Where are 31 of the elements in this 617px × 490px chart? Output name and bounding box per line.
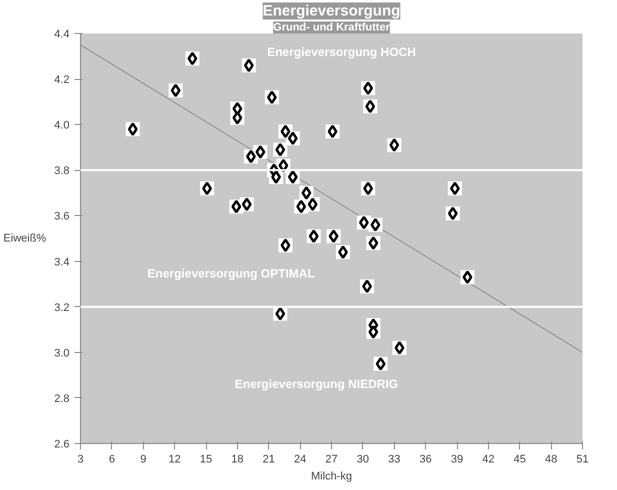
x-tick-label: 45 [514, 454, 526, 466]
y-tick-label: 2.6 [54, 438, 70, 450]
y-tick-label: 4.0 [54, 120, 70, 132]
x-tick-label: 27 [325, 454, 338, 466]
y-tick-label: 3.2 [54, 302, 70, 314]
x-tick-label: 33 [388, 454, 400, 466]
x-tick-label: 18 [231, 454, 244, 466]
x-tick-label: 3 [77, 454, 84, 466]
y-tick-label: 3.6 [54, 210, 70, 223]
x-tick-label: 21 [262, 454, 275, 466]
y-tick-label: 3.0 [54, 347, 70, 360]
y-axis-title: Eiweiß% [3, 232, 46, 244]
x-axis-title: Milch-kg [311, 470, 352, 482]
x-tick-label: 15 [200, 454, 212, 466]
x-tick-label: 6 [108, 454, 115, 466]
y-tick-label: 4.2 [54, 74, 70, 86]
x-tick-label: 24 [294, 454, 306, 466]
x-tick-label: 36 [420, 454, 432, 466]
y-tick-label: 4.4 [54, 28, 70, 40]
chart-subtitle: Grund- und Kraftfutter [273, 22, 391, 34]
chart-title: Energieversorgung [262, 2, 400, 20]
x-tick-label: 48 [545, 454, 558, 466]
x-tick-label: 42 [482, 454, 495, 466]
x-tick-label: 9 [140, 454, 146, 466]
x-tick-label: 30 [356, 454, 370, 466]
y-tick-label: 3.4 [54, 256, 70, 268]
y-tick-label: 3.8 [54, 165, 70, 178]
x-tick-label: 51 [576, 454, 589, 466]
x-tick-label: 39 [450, 454, 464, 466]
x-tick-label: 12 [168, 454, 181, 466]
y-tick-label: 2.8 [54, 392, 70, 405]
